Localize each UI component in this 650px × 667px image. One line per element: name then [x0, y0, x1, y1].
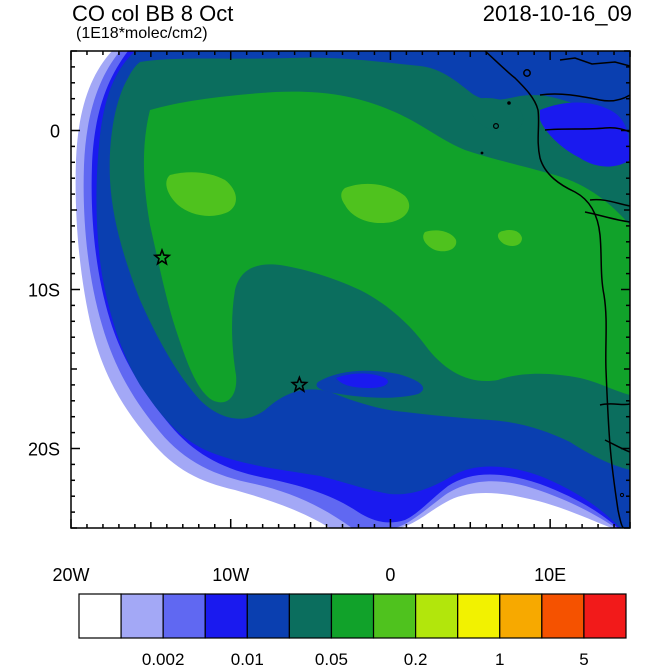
colorbar-swatch	[541, 593, 585, 639]
colorbar-swatch	[78, 593, 122, 639]
x-tick-label: 0	[385, 565, 395, 585]
colorbar-swatch	[288, 593, 333, 639]
colorbar-swatch	[162, 593, 206, 639]
colorbar-label: 0.05	[315, 650, 348, 667]
y-tick-label: 20S	[28, 440, 60, 460]
colorbar-label: 0.002	[142, 650, 185, 667]
colorbar-label: 0.2	[404, 650, 428, 667]
x-tick-label: 10W	[212, 565, 249, 585]
star-marker-1	[152, 247, 172, 266]
map-title: CO col BB 8 Oct	[72, 1, 234, 26]
islands	[480, 69, 625, 498]
star-marker-2	[290, 375, 309, 393]
map-timestamp: 2018-10-16_09	[482, 1, 632, 26]
x-tick-label: 10E	[534, 565, 566, 585]
y-tick-label: 0	[50, 122, 60, 142]
colorbar-swatch	[499, 593, 543, 639]
colorbar-label: 5	[579, 650, 588, 667]
colorbar-swatch	[583, 593, 627, 639]
colorbar-swatch	[120, 593, 164, 639]
colorbar-swatch	[415, 593, 459, 639]
colorbar: 0.002 0.01 0.05 0.2 1 5	[78, 593, 627, 667]
colorbar-swatch	[330, 593, 375, 639]
axis-ticks	[70, 50, 631, 529]
map-fill	[71, 51, 630, 528]
colorbar-swatch	[204, 593, 248, 639]
y-tick-label: 10S	[28, 281, 60, 301]
colorbar-swatch	[372, 593, 417, 639]
colorbar-label: 0.01	[231, 650, 264, 667]
x-tick-label: 20W	[52, 565, 89, 585]
colorbar-label: 1	[495, 650, 504, 667]
axis-tick-labels: 20W 10W 0 10E 0 10S 20S	[28, 122, 566, 586]
colorbar-swatch	[246, 593, 290, 639]
colorbar-swatch	[457, 593, 501, 639]
markers	[152, 247, 309, 393]
map-units: (1E18*molec/cm2)	[76, 25, 208, 42]
